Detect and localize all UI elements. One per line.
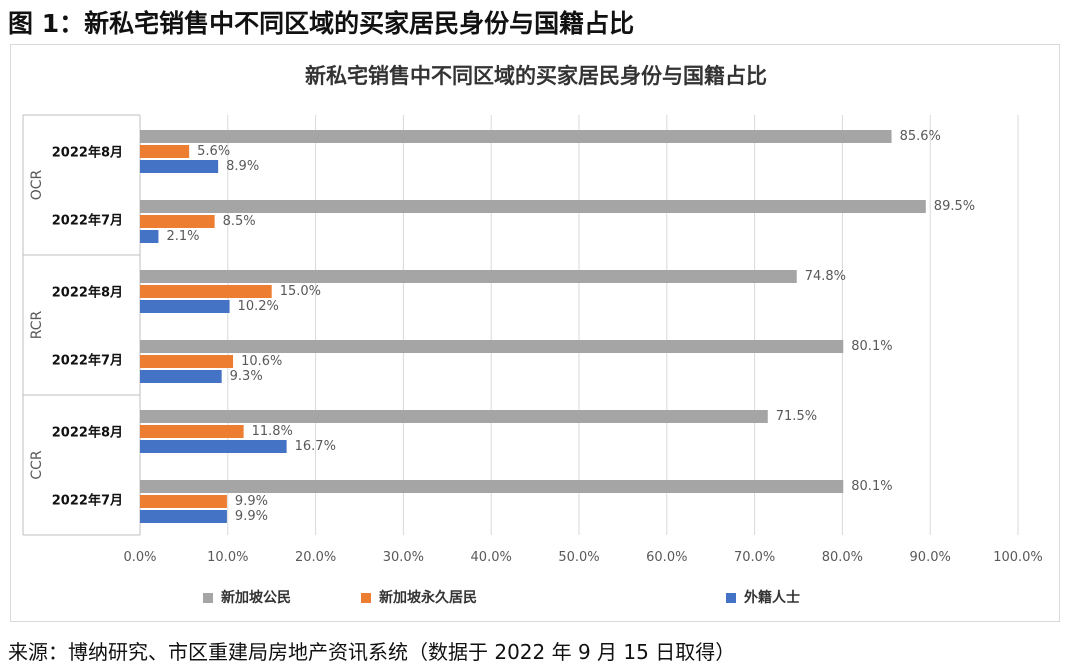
legend-swatch (361, 593, 371, 603)
x-tick-label: 100.0% (993, 550, 1043, 565)
bar (140, 270, 797, 283)
bar (140, 160, 219, 173)
legend-swatch (203, 593, 213, 603)
legend-label: 外籍人士 (744, 589, 800, 606)
data-label: 11.8% (252, 424, 293, 439)
x-tick-label: 80.0% (822, 550, 863, 565)
bar (140, 230, 159, 243)
bar (140, 200, 926, 213)
bar (140, 130, 892, 143)
data-label: 9.9% (235, 494, 268, 509)
data-label: 89.5% (934, 199, 975, 214)
data-label: 8.9% (226, 159, 259, 174)
data-label: 80.1% (851, 479, 892, 494)
category-label: 2022年7月 (52, 493, 123, 509)
chart-frame: 新私宅销售中不同区域的买家居民身份与国籍占比 0.0% 10.0% 20.0% 30.0… (10, 44, 1060, 622)
data-label: 5.6% (197, 144, 230, 159)
chart-title: 新私宅销售中不同区域的买家居民身份与国籍占比 (305, 64, 767, 88)
x-tick-label: 40.0% (471, 550, 512, 565)
data-label: 2.1% (166, 229, 199, 244)
group-label: OCR (29, 169, 45, 200)
data-label: 9.3% (230, 369, 263, 384)
category-label: 2022年7月 (52, 213, 123, 229)
data-label: 16.7% (295, 439, 336, 454)
bar (140, 145, 190, 158)
data-label: 10.6% (241, 354, 282, 369)
x-tick-label: 50.0% (558, 550, 599, 565)
group-label: CCR (29, 450, 45, 480)
source-note: 来源：博纳研究、市区重建局房地产资讯系统（数据于 2022 年 9 月 15 日… (8, 640, 736, 664)
bar (140, 285, 272, 298)
bar (140, 480, 844, 493)
x-tick-label: 20.0% (295, 550, 336, 565)
bar (140, 370, 222, 383)
bar-chart: 新私宅销售中不同区域的买家居民身份与国籍占比 0.0% 10.0% 20.0% 30.0… (22, 64, 1043, 606)
category-label: 2022年8月 (52, 285, 123, 301)
bar (140, 340, 844, 353)
legend-label: 新加坡永久居民 (379, 589, 477, 606)
bar (140, 215, 215, 228)
x-tick-label: 70.0% (734, 550, 775, 565)
bar (140, 440, 287, 453)
bar (140, 495, 227, 508)
data-label: 71.5% (776, 409, 817, 424)
bar (140, 300, 230, 313)
category-label: 2022年8月 (52, 145, 123, 161)
bar (140, 410, 768, 423)
bar (140, 425, 244, 438)
data-label: 8.5% (223, 214, 256, 229)
data-label: 74.8% (805, 269, 846, 284)
figure-title: 图 1：新私宅销售中不同区域的买家居民身份与国籍占比 (8, 9, 635, 38)
x-tick-label: 90.0% (910, 550, 951, 565)
category-label: 2022年8月 (52, 425, 123, 441)
data-label: 15.0% (280, 284, 321, 299)
x-tick-label: 60.0% (646, 550, 687, 565)
category-label: 2022年7月 (52, 353, 123, 369)
legend-label: 新加坡公民 (221, 589, 291, 606)
data-label: 85.6% (900, 129, 941, 144)
legend-swatch (726, 593, 736, 603)
data-label: 9.9% (235, 509, 268, 524)
x-tick-label: 10.0% (207, 550, 248, 565)
x-tick-label: 30.0% (383, 550, 424, 565)
group-label: RCR (29, 310, 45, 339)
x-tick-label: 0.0% (123, 550, 156, 565)
bar (140, 355, 234, 368)
data-label: 10.2% (238, 299, 279, 314)
data-label: 80.1% (851, 339, 892, 354)
bar (140, 510, 227, 523)
